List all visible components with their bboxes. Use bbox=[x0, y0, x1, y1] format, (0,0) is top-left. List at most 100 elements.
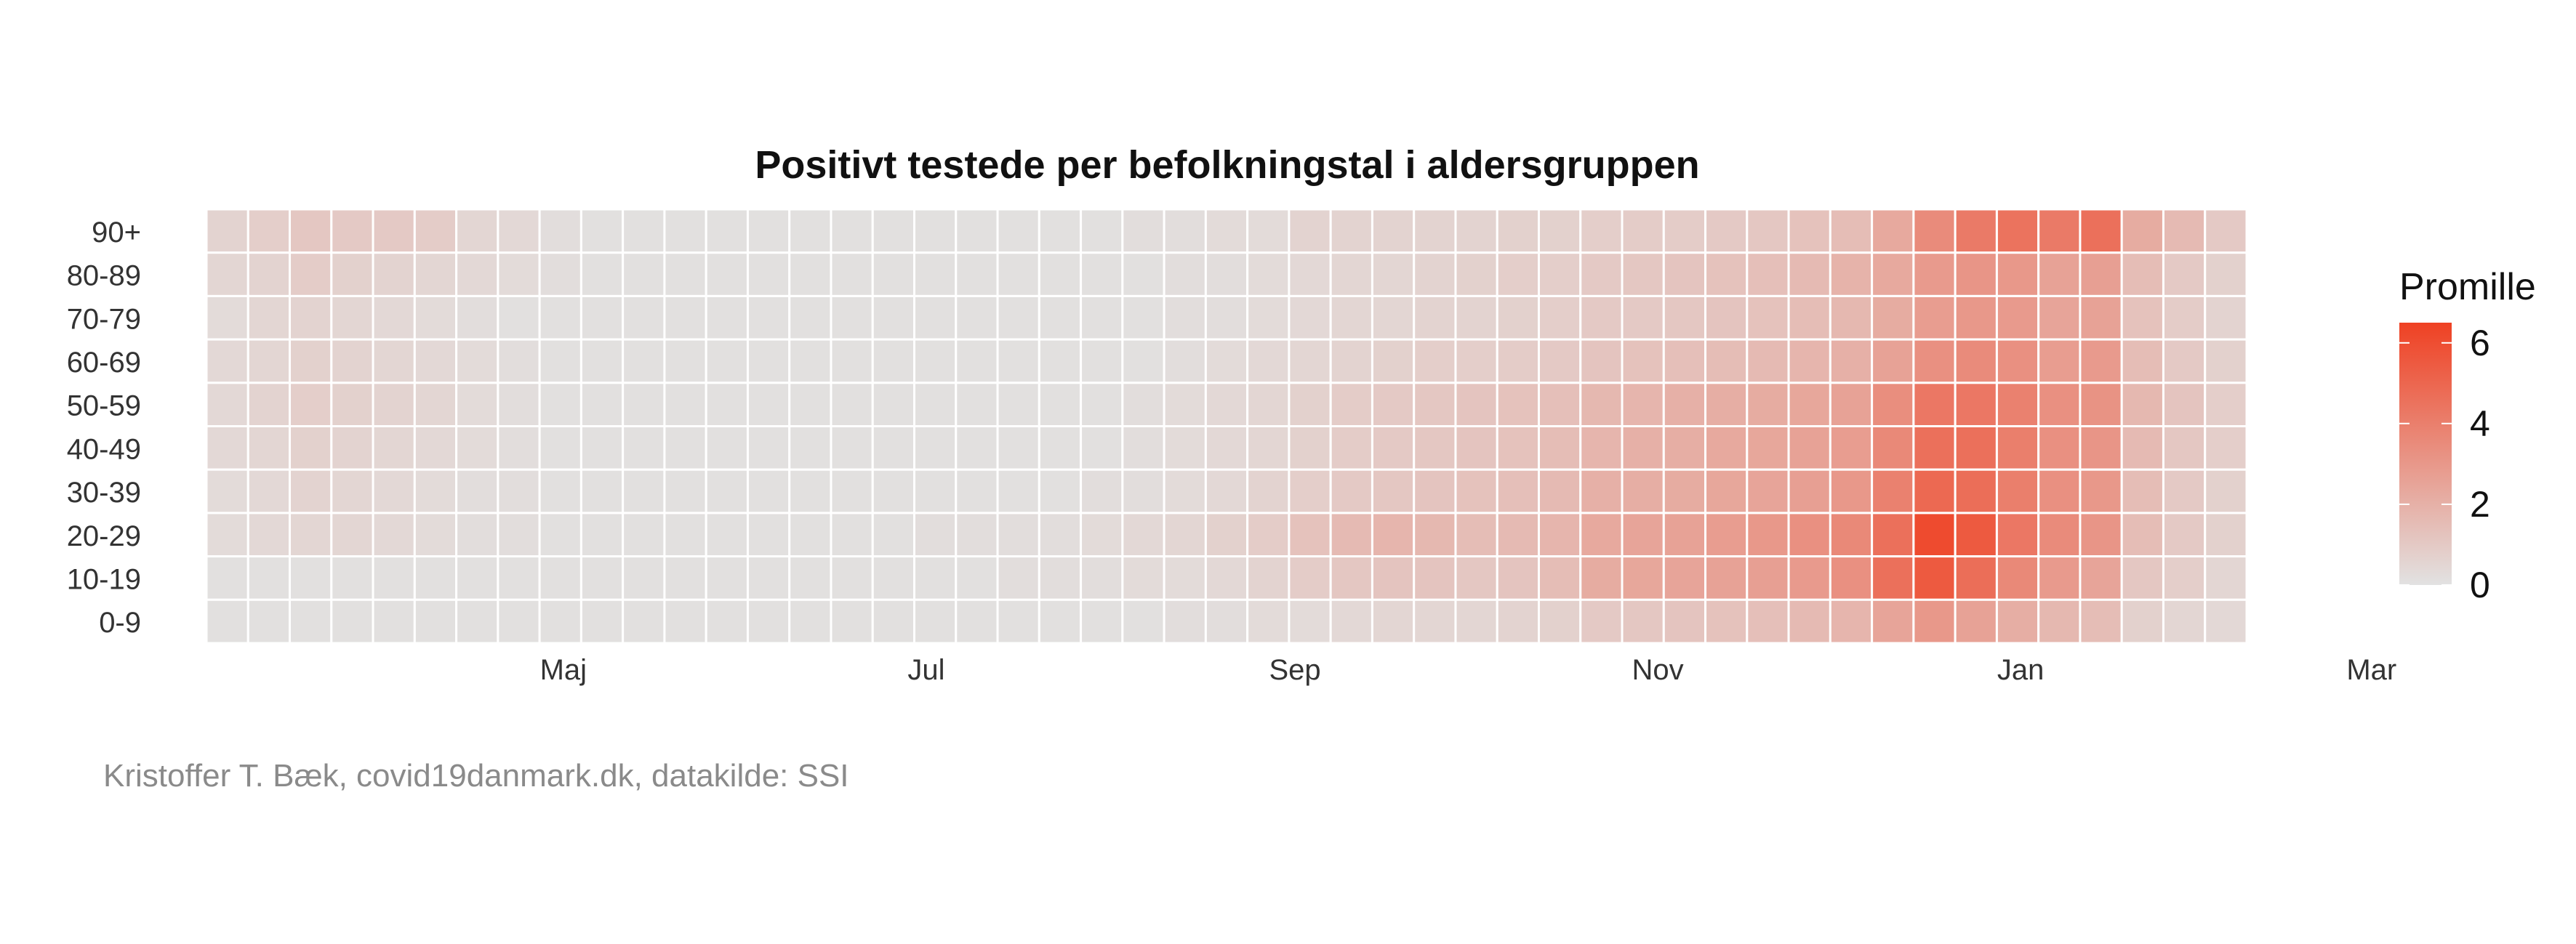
heatmap-cell bbox=[1496, 512, 1540, 558]
heatmap-cell bbox=[830, 425, 874, 471]
heatmap-cell bbox=[1662, 251, 1707, 297]
heatmap-cell bbox=[1621, 338, 1665, 384]
heatmap-cell bbox=[330, 208, 374, 254]
heatmap-cell bbox=[1829, 251, 1874, 297]
heatmap-cell bbox=[2162, 468, 2207, 515]
heatmap-cell bbox=[1829, 598, 1874, 645]
heatmap-cell bbox=[1704, 512, 1749, 558]
heatmap-cell bbox=[413, 425, 458, 471]
heatmap-cell bbox=[746, 425, 791, 471]
heatmap-cell bbox=[871, 251, 916, 297]
heatmap-cell bbox=[1995, 338, 2040, 384]
heatmap-cell bbox=[413, 251, 458, 297]
heatmap-cell bbox=[746, 382, 791, 427]
heatmap-cell bbox=[1288, 208, 1332, 254]
heatmap-cell bbox=[1288, 382, 1332, 427]
heatmap-cell bbox=[246, 425, 292, 471]
x-tick-label: Maj bbox=[540, 654, 587, 686]
source-caption: Kristoffer T. Bæk, covid19danmark.dk, da… bbox=[103, 758, 849, 794]
heatmap-cell bbox=[330, 294, 374, 341]
heatmap-cell bbox=[1787, 425, 1831, 471]
x-tick-label: Sep bbox=[1269, 654, 1321, 686]
heatmap-cell bbox=[538, 251, 582, 297]
heatmap-cell bbox=[497, 598, 541, 645]
heatmap-cell bbox=[1704, 382, 1749, 427]
heatmap-cell bbox=[1288, 294, 1332, 341]
heatmap-cell bbox=[1787, 338, 1831, 384]
heatmap-cell bbox=[1746, 251, 1790, 297]
heatmap-cell bbox=[871, 208, 916, 254]
y-tick-label: 0-9 bbox=[99, 607, 141, 639]
heatmap-cell bbox=[1621, 425, 1665, 471]
heatmap-cell bbox=[705, 598, 749, 645]
heatmap-cell bbox=[1746, 512, 1790, 558]
heatmap-cell bbox=[996, 338, 1040, 384]
heatmap-cell bbox=[1871, 251, 1915, 297]
heatmap-cell bbox=[497, 294, 541, 341]
heatmap-cell bbox=[1787, 208, 1831, 254]
heatmap-cell bbox=[1912, 425, 1957, 471]
heatmap-cell bbox=[1746, 425, 1790, 471]
heatmap-cell bbox=[372, 512, 416, 558]
heatmap-cell bbox=[1579, 294, 1624, 341]
heatmap-cell bbox=[1038, 598, 1083, 645]
heatmap-cell bbox=[413, 338, 458, 384]
heatmap-cell bbox=[663, 425, 707, 471]
heatmap-cell bbox=[1621, 208, 1665, 254]
heatmap-cell bbox=[622, 468, 666, 515]
heatmap-cell bbox=[1912, 294, 1957, 341]
heatmap-cell bbox=[1163, 468, 1207, 515]
heatmap-cell bbox=[2037, 338, 2082, 384]
heatmap-cell bbox=[1288, 555, 1332, 601]
heatmap-cell bbox=[1746, 598, 1790, 645]
heatmap-cell bbox=[871, 512, 916, 558]
heatmap-cell bbox=[1579, 468, 1624, 515]
heatmap-cell bbox=[497, 468, 541, 515]
heatmap-cell bbox=[1038, 251, 1083, 297]
y-tick-label: 60-69 bbox=[67, 347, 141, 379]
heatmap-cell bbox=[871, 555, 916, 601]
heatmap-cell bbox=[746, 555, 791, 601]
heatmap-cell bbox=[1995, 468, 2040, 515]
heatmap-cell bbox=[497, 208, 541, 254]
heatmap-cell bbox=[1121, 598, 1165, 645]
heatmap-cell bbox=[246, 598, 292, 645]
heatmap-cell bbox=[2204, 425, 2248, 471]
heatmap-cell bbox=[455, 294, 499, 341]
heatmap-cell bbox=[1829, 294, 1874, 341]
heatmap-cell bbox=[622, 294, 666, 341]
y-tick-label: 40-49 bbox=[67, 433, 141, 465]
heatmap-cell bbox=[871, 338, 916, 384]
heatmap-cell bbox=[455, 338, 499, 384]
legend-tick-label: 2 bbox=[2470, 484, 2490, 525]
heatmap-cell bbox=[1704, 294, 1749, 341]
legend-ticks: 0 2 4 6 bbox=[2399, 323, 2490, 605]
heatmap-cell bbox=[1204, 294, 1249, 341]
heatmap-cell bbox=[1912, 598, 1957, 645]
heatmap-cell bbox=[2162, 251, 2207, 297]
heatmap-cell bbox=[705, 512, 749, 558]
heatmap-cell bbox=[1704, 598, 1749, 645]
heatmap-cell bbox=[1246, 598, 1291, 645]
heatmap-cell bbox=[2120, 382, 2164, 427]
heatmap-cell bbox=[1746, 294, 1790, 341]
heatmap-cell bbox=[538, 338, 582, 384]
heatmap-cell bbox=[2079, 555, 2123, 601]
heatmap-cell bbox=[2162, 598, 2207, 645]
heatmap-cell bbox=[1496, 468, 1540, 515]
heatmap-cell bbox=[622, 598, 666, 645]
heatmap-cell bbox=[289, 555, 333, 601]
heatmap-cell bbox=[1371, 294, 1416, 341]
heatmap-cell bbox=[1288, 598, 1332, 645]
heatmap-cell bbox=[497, 555, 541, 601]
heatmap-cell bbox=[1329, 425, 1373, 471]
heatmap-cell bbox=[788, 425, 832, 471]
heatmap-cell bbox=[455, 555, 499, 601]
heatmap-cell bbox=[996, 425, 1040, 471]
heatmap-cell bbox=[538, 555, 582, 601]
heatmap-cell bbox=[1371, 468, 1416, 515]
heatmap-cell bbox=[1163, 512, 1207, 558]
heatmap-cell bbox=[1537, 251, 1582, 297]
heatmap-cell bbox=[1413, 598, 1457, 645]
